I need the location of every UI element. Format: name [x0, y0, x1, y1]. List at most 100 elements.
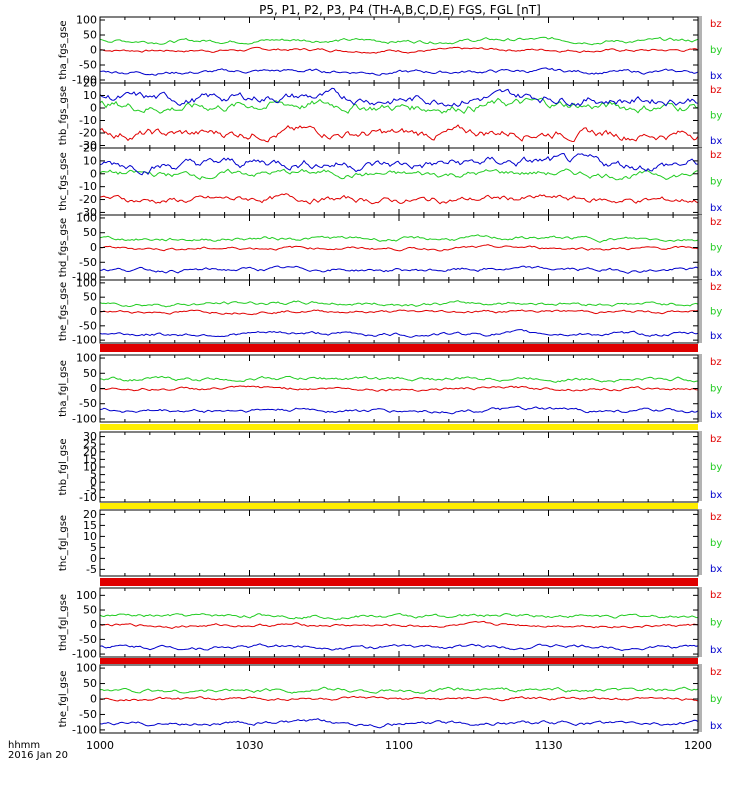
panel-frame	[99, 147, 699, 216]
y-axis-label: thc_fgl_gse	[58, 515, 69, 571]
legend-bz: bz	[710, 150, 722, 161]
y-tick-label: 50	[83, 291, 97, 304]
y-tick-label: -100	[72, 74, 97, 87]
legend-bx: bx	[710, 645, 722, 656]
legend-bx: bx	[710, 136, 722, 147]
y-tick-label: 10	[83, 461, 97, 474]
series-bx	[99, 87, 699, 107]
y-tick-label: 0	[90, 241, 97, 254]
legend-bx: bx	[710, 331, 722, 342]
status-bar-2	[100, 503, 698, 509]
y-tick-label: 5	[90, 468, 97, 481]
y-tick-label: 0	[90, 44, 97, 57]
series-by	[99, 612, 699, 621]
y-tick-label: 0	[90, 476, 97, 489]
panel-frame	[99, 214, 699, 281]
y-tick-label: 100	[76, 211, 97, 224]
legend-bz: bz	[710, 434, 722, 445]
y-axis-label: the_fgs_gse	[58, 282, 69, 341]
y-tick-label: -10	[79, 180, 97, 193]
chart-title: P5, P1, P2, P3, P4 (TH-A,B,C,D,E) FGS, F…	[259, 3, 541, 17]
y-tick-label: 10	[83, 530, 97, 543]
series-by	[99, 168, 699, 181]
y-axis-label: tha_fgl_gse	[58, 360, 69, 417]
y-tick-label: 100	[76, 662, 97, 675]
series-by	[99, 375, 699, 383]
y-tick-label: -30	[79, 206, 97, 219]
series-by	[99, 234, 699, 243]
panel-frame	[99, 509, 699, 577]
series-bx	[99, 643, 699, 652]
series-by	[99, 300, 699, 308]
series-bx	[99, 265, 699, 274]
series-bx	[99, 152, 699, 176]
y-tick-label: 100	[76, 589, 97, 602]
y-tick-label: -30	[79, 139, 97, 152]
legend-bx: bx	[710, 564, 722, 575]
series-bx	[99, 67, 699, 76]
legend-bz: bz	[710, 19, 722, 30]
series-bz	[99, 46, 699, 54]
panel-frame	[99, 82, 699, 149]
legend-by: by	[710, 462, 722, 473]
y-tick-label: 0	[90, 102, 97, 115]
y-tick-label: -100	[72, 723, 97, 736]
y-tick-label: 0	[90, 618, 97, 631]
y-tick-label: -20	[79, 127, 97, 140]
y-tick-label: 5	[90, 541, 97, 554]
x-tick-label: 1130	[535, 739, 563, 752]
y-tick-label: 15	[83, 453, 97, 466]
y-tick-label: -20	[79, 193, 97, 206]
legend-bz: bz	[710, 282, 722, 293]
series-bx	[99, 718, 699, 729]
y-tick-label: -10	[79, 491, 97, 504]
series-by	[99, 36, 699, 46]
series-bz	[99, 193, 699, 205]
panel-frame	[99, 587, 699, 658]
y-tick-label: 20	[83, 445, 97, 458]
series-bz	[99, 695, 699, 702]
legend-bz: bz	[710, 512, 722, 523]
series-bz	[99, 124, 699, 143]
legend-bz: bz	[710, 357, 722, 368]
x-tick-label: 1030	[236, 739, 264, 752]
y-tick-label: 50	[83, 226, 97, 239]
legend-by: by	[710, 307, 722, 318]
x-axis-label-bottom: 2016 Jan 20	[8, 750, 68, 761]
y-axis-label: tha_fgs_gse	[58, 20, 69, 79]
legend-bx: bx	[710, 490, 722, 501]
y-tick-label: 0	[90, 305, 97, 318]
y-tick-label: 20	[83, 77, 97, 90]
series-bz	[99, 244, 699, 252]
legend-bx: bx	[710, 71, 722, 82]
y-tick-label: -50	[79, 256, 97, 269]
y-axis-label: thc_fgs_gse	[58, 152, 69, 211]
series-bz	[99, 309, 699, 316]
legend-by: by	[710, 177, 722, 188]
y-tick-label: -100	[72, 412, 97, 425]
panel-frame	[99, 431, 699, 503]
status-bar-1	[100, 424, 698, 430]
y-tick-label: 100	[76, 276, 97, 289]
legend-bz: bz	[710, 667, 722, 678]
series-by	[99, 97, 699, 115]
y-tick-label: 0	[90, 693, 97, 706]
y-tick-label: -10	[79, 114, 97, 127]
legend-bx: bx	[710, 410, 722, 421]
series-by	[99, 686, 699, 694]
legend-by: by	[710, 111, 722, 122]
status-bar-0	[100, 344, 698, 352]
y-tick-label: 25	[83, 438, 97, 451]
y-tick-label: 50	[83, 29, 97, 42]
y-tick-label: 50	[83, 677, 97, 690]
y-tick-label: 0	[90, 382, 97, 395]
legend-by: by	[710, 538, 722, 549]
